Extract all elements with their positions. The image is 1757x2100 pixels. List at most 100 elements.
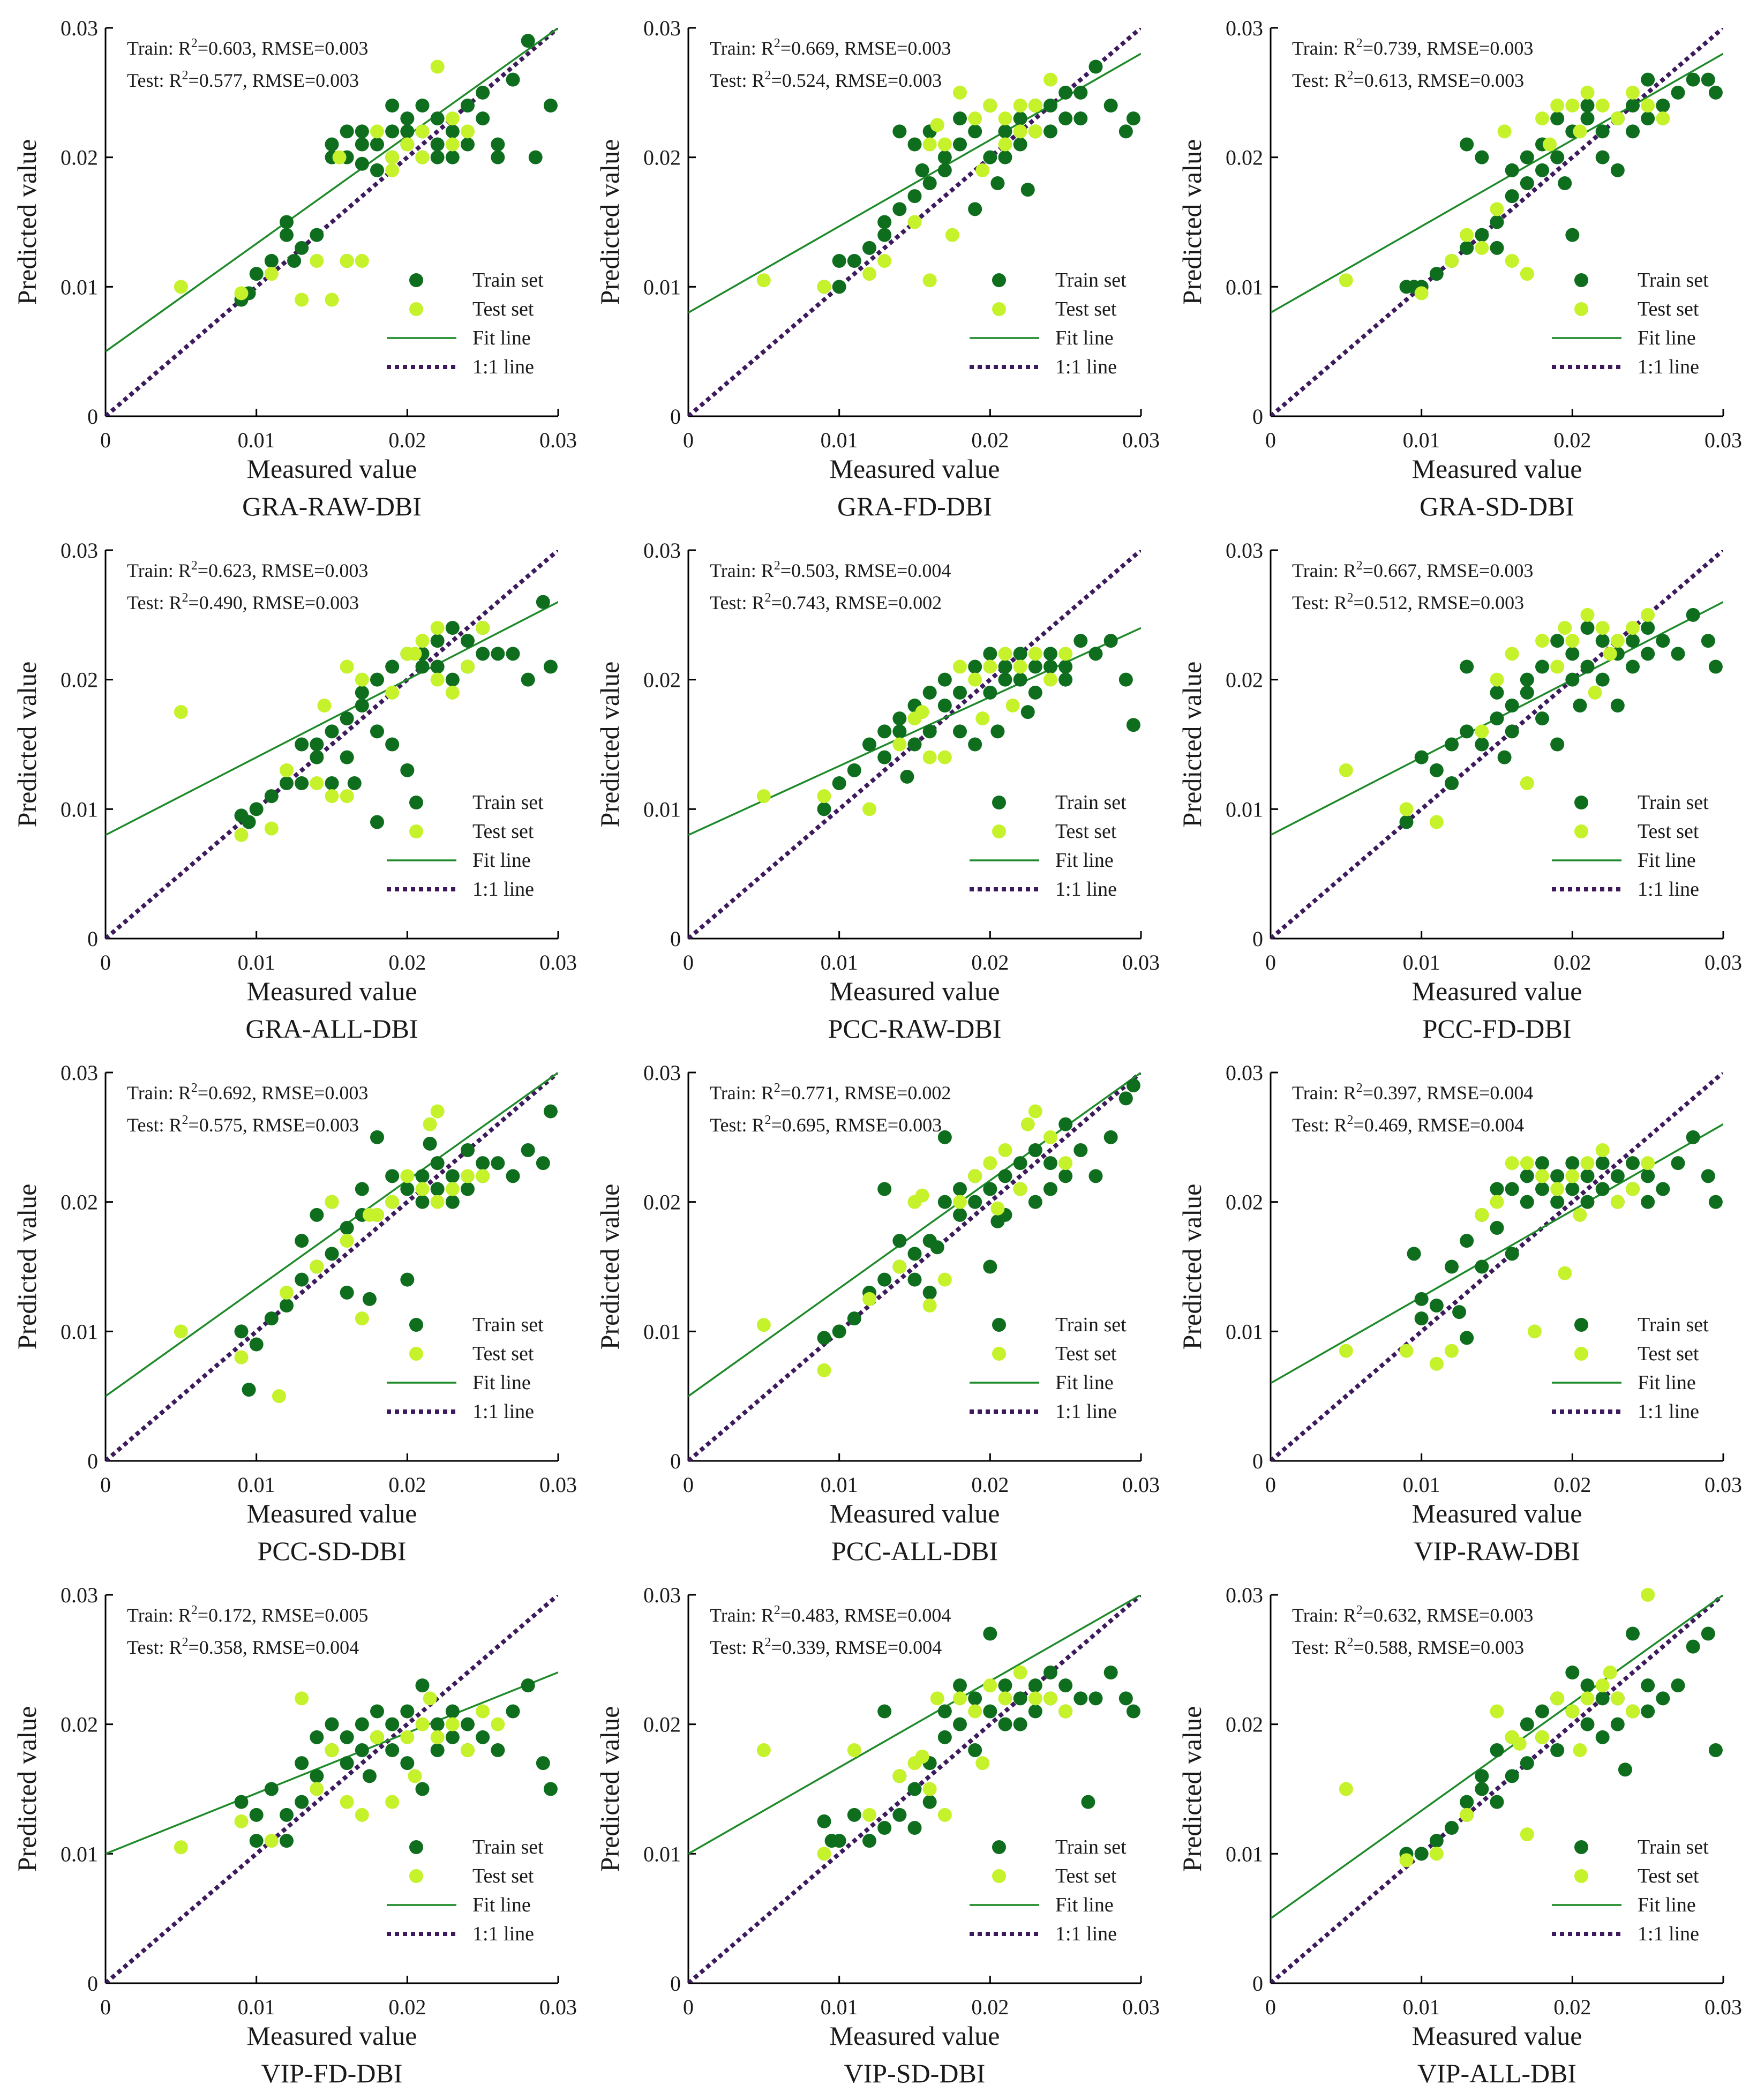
test-point xyxy=(968,672,982,687)
y-tick-label: 0 xyxy=(670,1449,681,1473)
train-point xyxy=(892,202,907,216)
legend-identity-label: 1:1 line xyxy=(472,1400,534,1423)
test-point xyxy=(1573,124,1587,139)
train-point xyxy=(280,215,294,229)
train-point xyxy=(1460,137,1474,152)
train-point xyxy=(1073,1691,1088,1706)
test-point xyxy=(1580,1156,1595,1171)
train-point xyxy=(400,763,415,777)
test-point xyxy=(234,1814,249,1828)
y-axis-label: Predicted value xyxy=(12,662,42,828)
train-point xyxy=(1580,1195,1595,1209)
train-point xyxy=(430,634,445,648)
train-point xyxy=(983,1626,997,1641)
train-point xyxy=(877,215,892,229)
x-tick-label: 0 xyxy=(1265,1995,1276,2019)
train-point xyxy=(476,1730,490,1744)
train-point xyxy=(877,1704,892,1719)
panel-pcc-raw-dbi: 0 0.01 0.02 0.03 0 0.01 0.02 0.03 Measured value… xyxy=(595,538,1160,1044)
legend-fit-label: Fit line xyxy=(1055,849,1114,872)
train-point xyxy=(1520,1169,1534,1183)
train-point xyxy=(430,659,445,674)
train-point xyxy=(1013,672,1027,687)
train-point xyxy=(325,1717,339,1731)
legend-train-label: Train set xyxy=(1055,1314,1127,1336)
panel-title: VIP-RAW-DBI xyxy=(1414,1536,1580,1566)
train-point xyxy=(1595,1730,1610,1744)
train-point xyxy=(543,1104,558,1119)
x-tick-label: 0 xyxy=(100,1995,111,2019)
test-point xyxy=(174,280,188,294)
legend-test-label: Test set xyxy=(1638,1342,1699,1365)
x-tick-label: 0.03 xyxy=(1705,1995,1742,2019)
train-point xyxy=(1550,634,1565,648)
test-point xyxy=(862,1808,876,1822)
train-point xyxy=(415,1678,430,1693)
train-point xyxy=(1595,124,1610,139)
test-point xyxy=(234,828,249,842)
train-point xyxy=(1656,1182,1670,1196)
train-point xyxy=(968,737,982,752)
test-point xyxy=(400,1730,415,1744)
test-point xyxy=(1475,241,1489,255)
train-point xyxy=(907,137,922,152)
train-point xyxy=(445,1704,460,1719)
test-point xyxy=(1490,1195,1504,1209)
test-point xyxy=(325,292,339,307)
test-point xyxy=(1641,608,1655,622)
train-point xyxy=(1671,1678,1685,1693)
train-point xyxy=(1535,1156,1549,1171)
train-point xyxy=(922,724,937,739)
legend-fit-label: Fit line xyxy=(1055,327,1114,349)
test-point xyxy=(922,137,937,152)
legend-test-marker xyxy=(1574,302,1588,316)
x-tick-label: 0.02 xyxy=(1553,1995,1591,2019)
train-point xyxy=(1460,1234,1474,1248)
test-point xyxy=(1520,1827,1534,1842)
test-point xyxy=(1580,1691,1595,1706)
test-point xyxy=(280,1285,294,1300)
x-tick-label: 0.01 xyxy=(238,950,275,974)
train-point xyxy=(1701,1169,1715,1183)
train-point xyxy=(1460,1331,1474,1345)
train-point xyxy=(892,711,907,726)
panel-title: PCC-RAW-DBI xyxy=(828,1014,1002,1044)
x-tick-label: 0.02 xyxy=(388,1995,426,2019)
test-point xyxy=(953,659,967,674)
test-point xyxy=(953,1691,967,1706)
train-point xyxy=(385,1169,400,1183)
train-point xyxy=(1618,1762,1632,1777)
train-point xyxy=(1641,1678,1655,1693)
train-point xyxy=(847,1311,861,1326)
test-stats: Test: R2=0.524, RMSE=0.003 xyxy=(710,69,942,91)
test-point xyxy=(862,267,876,281)
y-axis-label: Predicted value xyxy=(595,1184,625,1350)
test-point xyxy=(937,137,952,152)
legend-test-label: Test set xyxy=(472,820,534,843)
x-axis-label: Measured value xyxy=(247,454,417,484)
fit-line xyxy=(106,1671,558,1855)
train-point xyxy=(1475,1259,1489,1274)
train-point xyxy=(400,111,415,126)
train-point xyxy=(1580,1717,1595,1731)
test-point xyxy=(1429,1356,1444,1371)
train-point xyxy=(862,1834,876,1848)
y-tick-label: 0.01 xyxy=(61,1319,98,1344)
y-tick-label: 0.03 xyxy=(61,16,98,40)
test-point xyxy=(862,802,876,816)
train-point xyxy=(1520,1195,1534,1209)
y-tick-label: 0.02 xyxy=(61,1190,98,1214)
train-point xyxy=(1610,1169,1625,1183)
train-point xyxy=(1490,1795,1504,1809)
test-point xyxy=(430,672,445,687)
test-stats: Test: R2=0.695, RMSE=0.003 xyxy=(710,1113,942,1136)
train-point xyxy=(476,1156,490,1171)
train-point xyxy=(915,163,929,177)
legend-train-label: Train set xyxy=(1638,269,1709,291)
fit-line xyxy=(1271,52,1723,314)
train-point xyxy=(340,1221,354,1235)
train-point xyxy=(445,150,460,164)
train-point xyxy=(1073,634,1088,648)
test-point xyxy=(1399,1853,1414,1868)
train-point xyxy=(968,1195,982,1209)
